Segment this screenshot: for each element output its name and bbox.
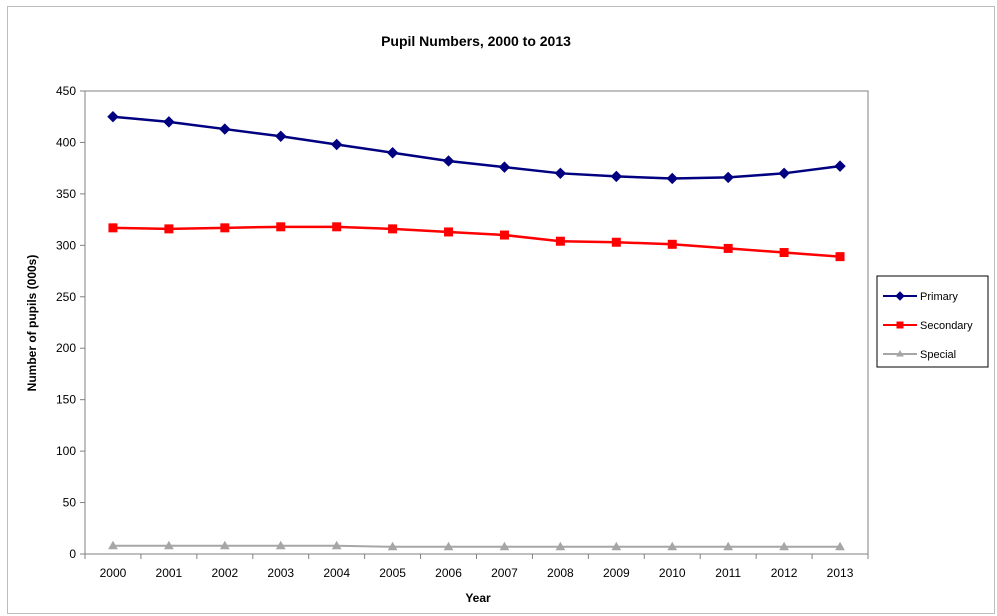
data-point-primary-2001 [163,116,175,128]
data-point-secondary-2002 [220,223,230,233]
x-tick-label-2001: 2001 [156,566,183,580]
data-point-primary-2004 [330,138,343,151]
data-point-secondary-2005 [388,224,398,234]
y-axis-title: Number of pupils (000s) [25,255,39,392]
x-tick-label-2009: 2009 [603,566,630,580]
x-tick-label-2006: 2006 [435,566,462,580]
plot-area [84,90,869,555]
data-point-special-2010 [667,541,678,551]
data-point-secondary-2008 [555,236,565,246]
x-tick-label-2002: 2002 [211,566,238,580]
data-point-primary-2012 [778,167,790,180]
data-point-secondary-2004 [332,222,342,232]
legend-label-special: Special [920,349,956,361]
data-point-special-2009 [611,541,622,551]
data-point-primary-2007 [498,161,511,173]
x-tick-label-2004: 2004 [323,566,350,580]
x-tick-label-2008: 2008 [547,566,574,580]
data-point-secondary-2012 [779,248,789,258]
data-point-secondary-2009 [611,237,621,247]
x-tick-label-2000: 2000 [100,566,127,580]
data-point-primary-2003 [275,130,287,142]
data-point-primary-2000 [107,111,119,123]
x-tick-labels: 2000 2001 2002 2003 2004 2005 2006 2007 2008 2009… [100,566,854,580]
series-secondary [108,222,845,262]
data-point-secondary-2010 [667,239,677,249]
data-point-special-2003 [275,540,286,550]
data-point-special-2008 [555,541,566,551]
data-point-secondary-2007 [499,230,509,240]
data-point-primary-2006 [442,155,455,167]
data-point-special-2005 [387,541,398,551]
data-point-secondary-2001 [164,224,174,234]
y-tick-label-100: 100 [56,444,76,458]
y-tick-label-300: 300 [56,238,76,252]
x-tick-label-2005: 2005 [379,566,406,580]
series-line-special [112,544,841,548]
series-line-secondary [112,225,841,258]
y-tick-label-200: 200 [56,341,76,355]
y-tick-label-0: 0 [69,547,76,561]
series-line-primary [112,115,841,180]
legend: Primary Secondary Special [876,275,989,368]
data-point-special-2001 [164,540,174,550]
axes [80,90,869,559]
data-point-primary-2013 [834,160,846,172]
x-tick-label-2003: 2003 [267,566,294,580]
x-tick-label-2010: 2010 [659,566,686,580]
data-point-secondary-2003 [276,222,286,232]
data-point-secondary-2000 [108,223,118,233]
series-lines [107,111,846,551]
x-tick-label-2011: 2011 [715,566,741,580]
data-point-special-2012 [779,541,789,551]
legend-label-primary: Primary [920,291,958,303]
data-point-special-2002 [219,540,230,550]
data-point-primary-2010 [666,172,678,185]
y-tick-label-50: 50 [63,496,77,510]
series-primary [107,111,846,185]
y-tick-label-150: 150 [56,393,76,407]
data-point-special-2007 [499,541,510,551]
x-tick-label-2007: 2007 [491,566,518,580]
y-tick-label-400: 400 [56,135,76,149]
x-tick-label-2013: 2013 [827,566,854,580]
y-tick-label-450: 450 [56,84,76,98]
data-point-special-2000 [108,540,118,550]
series-special [108,540,845,551]
data-point-secondary-2011 [723,243,733,253]
data-point-secondary-2013 [835,252,845,262]
legend-marker-secondary [896,321,904,329]
legend-label-secondary: Secondary [920,320,973,332]
data-point-primary-2008 [554,167,567,180]
data-point-special-2006 [443,541,454,551]
x-axis-title: Year [465,591,491,605]
data-point-primary-2002 [219,123,231,135]
legend-marker-primary [895,291,905,301]
y-tick-label-350: 350 [56,187,76,201]
data-point-special-2013 [835,541,845,551]
data-point-primary-2011 [722,171,734,184]
data-point-primary-2009 [610,170,623,183]
data-point-special-2011 [723,541,734,551]
data-point-secondary-2006 [444,227,454,237]
y-tick-label-250: 250 [56,290,76,304]
data-point-primary-2005 [386,147,399,159]
y-tick-labels: 0 50 100 150 200 250 300 350 400 450 [56,84,76,561]
legend-marker-special [896,350,904,357]
data-point-special-2004 [331,540,342,550]
chart-title: Pupil Numbers, 2000 to 2013 [381,33,571,49]
legend-box [876,275,989,368]
x-tick-label-2012: 2012 [771,566,798,580]
